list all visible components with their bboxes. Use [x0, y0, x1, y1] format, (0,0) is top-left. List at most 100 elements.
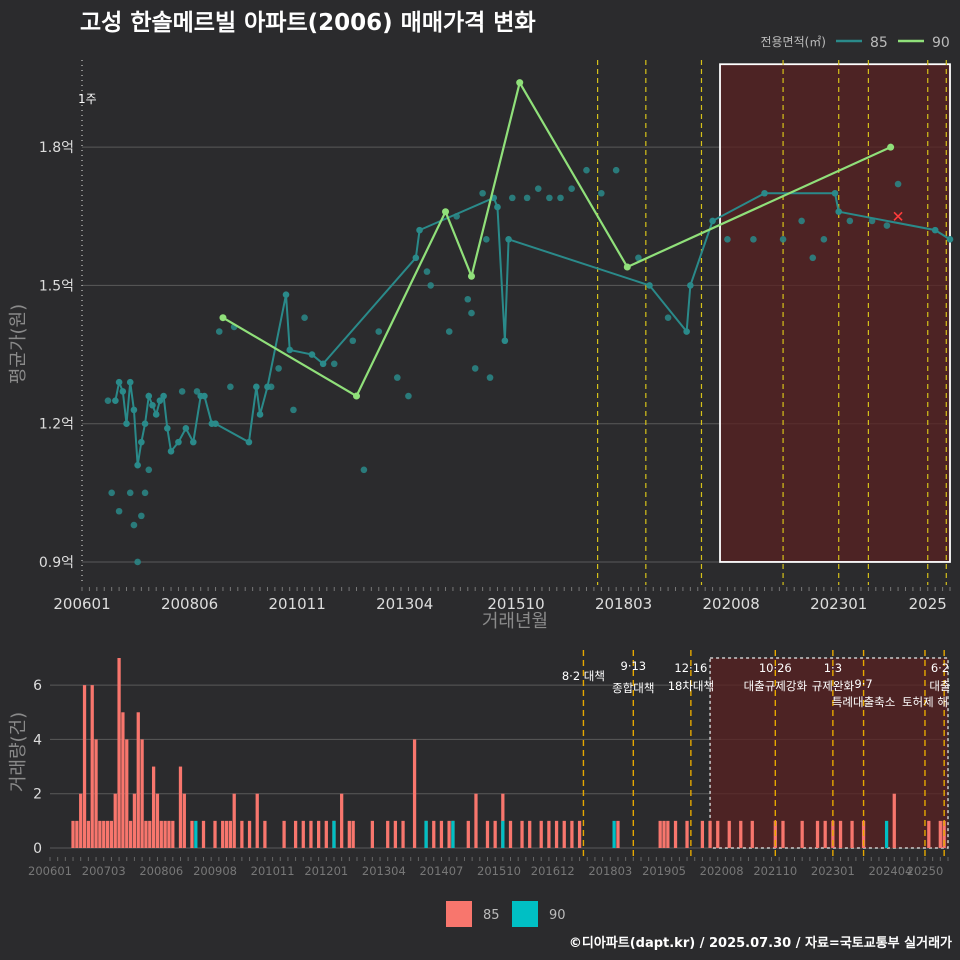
- point-85: [375, 328, 383, 335]
- y-tick-label-bottom: 2: [33, 787, 42, 803]
- point-85: [145, 392, 153, 400]
- policy-label: 규제완화: [812, 679, 855, 693]
- bar-85: [140, 739, 144, 848]
- y-axis-title-bottom: 거래량(건): [8, 712, 29, 792]
- footer-credit: ©디아파트(dapt.kr) / 2025.07.30 / 자료=국토교통부 실…: [569, 935, 952, 951]
- bottom-legend: 85 90: [446, 901, 566, 927]
- point-85: [750, 236, 757, 243]
- point-85: [831, 189, 839, 197]
- point-85: [798, 217, 805, 225]
- bar-85: [117, 658, 121, 848]
- point-85: [115, 507, 123, 515]
- legend-label-85: 85: [870, 35, 888, 51]
- point-85: [104, 397, 112, 404]
- bar-85: [121, 712, 125, 848]
- bar-85: [340, 793, 344, 848]
- point-90: [516, 79, 524, 87]
- point-85: [483, 236, 490, 243]
- point-90: [219, 314, 227, 322]
- x-tick-label-bottom: 201201: [304, 864, 348, 878]
- point-85: [275, 365, 282, 372]
- policy-label: 6·2: [931, 661, 949, 675]
- bar-85: [151, 766, 156, 848]
- point-85: [846, 217, 854, 225]
- point-85: [635, 254, 642, 262]
- bar-85: [201, 820, 206, 848]
- point-85: [894, 180, 902, 188]
- bar-85: [94, 739, 98, 848]
- bar-85: [700, 820, 705, 848]
- point-85: [141, 420, 149, 427]
- bottom-legend-label-85: 85: [483, 908, 500, 923]
- y-tick-label-top: 0.9억: [39, 555, 74, 571]
- point-85: [523, 194, 531, 202]
- bar-90: [332, 820, 336, 848]
- point-85: [319, 360, 327, 368]
- point-85: [152, 411, 160, 418]
- highlight-cross: [893, 211, 903, 221]
- point-85: [330, 360, 338, 368]
- bar-85: [102, 820, 106, 848]
- bar-85: [182, 793, 186, 848]
- bar-85: [708, 820, 712, 848]
- policy-label: 종합대책: [612, 681, 654, 695]
- bar-85: [232, 793, 236, 848]
- x-tick-label-bottom: 201407: [419, 864, 463, 878]
- bar-85: [221, 820, 225, 848]
- bar-85: [716, 820, 720, 848]
- legend-label-90: 90: [932, 35, 950, 51]
- bar-85: [658, 820, 662, 848]
- point-85: [167, 448, 175, 455]
- x-tick-label-bottom: 200703: [82, 864, 126, 878]
- policy-label: 12·16: [674, 661, 707, 675]
- bar-85: [547, 820, 551, 848]
- bar-85: [213, 820, 217, 848]
- point-85: [286, 346, 294, 354]
- point-85: [883, 222, 891, 229]
- policy-label: 대출: [929, 679, 950, 693]
- point-85: [931, 226, 939, 234]
- y-tick-label-bottom: 4: [33, 732, 42, 748]
- point-85: [160, 392, 167, 400]
- point-85: [557, 194, 564, 202]
- x-axis-title-top: 거래년월: [482, 611, 548, 632]
- bar-85: [493, 820, 497, 848]
- point-85: [134, 461, 141, 469]
- bar-85: [554, 820, 559, 848]
- point-85: [130, 521, 138, 529]
- point-85: [253, 383, 260, 391]
- bar-85: [136, 712, 140, 848]
- bar-85: [163, 820, 167, 848]
- bar-90: [501, 820, 505, 848]
- point-85: [583, 166, 590, 174]
- point-85: [479, 189, 486, 197]
- bar-85: [75, 820, 79, 848]
- point-90: [352, 392, 360, 400]
- point-85: [301, 314, 308, 321]
- point-85: [664, 314, 672, 321]
- point-85: [946, 236, 954, 243]
- point-85: [427, 282, 434, 289]
- bar-85: [823, 820, 827, 848]
- bar-85: [128, 820, 133, 848]
- point-85: [486, 374, 494, 381]
- x-tick-label-bottom: 20250: [907, 864, 944, 878]
- point-85: [820, 236, 828, 243]
- point-85: [130, 406, 138, 414]
- point-85: [282, 291, 290, 298]
- point-85: [227, 383, 234, 391]
- policy-label: 9·7: [854, 677, 872, 691]
- point-85: [126, 489, 134, 497]
- bar-85: [892, 793, 896, 848]
- bar-85: [838, 820, 843, 848]
- point-85: [445, 328, 453, 335]
- point-85: [164, 425, 171, 432]
- bar-85: [485, 820, 490, 848]
- point-85: [215, 328, 223, 335]
- point-85: [245, 438, 253, 446]
- bar-85: [938, 820, 942, 848]
- x-tick-label-top: 2025: [909, 595, 947, 613]
- x-tick-label-top: 200806: [161, 595, 218, 613]
- bar-85: [190, 820, 194, 848]
